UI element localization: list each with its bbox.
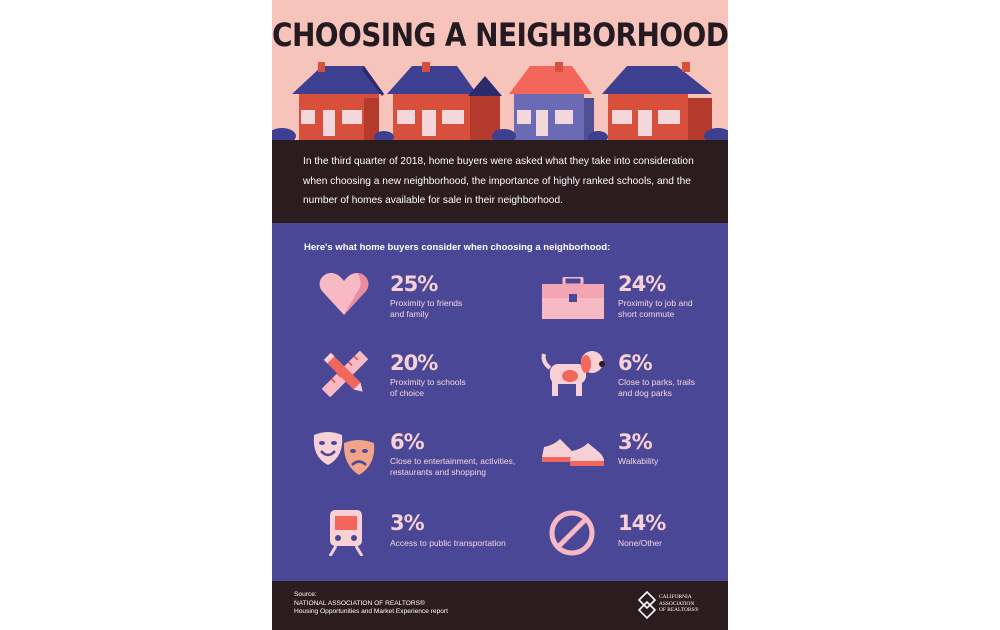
- prohibited-icon: [549, 510, 595, 556]
- footer: Source: NATIONAL ASSOCIATION OF REALTORS…: [272, 581, 728, 630]
- logo-line-2: ASSOCIATION: [659, 600, 695, 607]
- logo-line-3: OF REALTORS®: [659, 607, 699, 614]
- shrubs: [272, 128, 728, 140]
- stats-heading: Here's what home buyers consider when ch…: [304, 242, 611, 253]
- house-4: [602, 62, 712, 140]
- stat-percent: 24%: [618, 272, 666, 296]
- house-1: [292, 62, 384, 140]
- stat-label-line-1: Access to public transportation: [390, 538, 506, 548]
- stat-percent: 14%: [618, 511, 666, 535]
- stat-percent: 25%: [390, 272, 438, 296]
- heart-icon: [319, 273, 369, 315]
- stat-percent: 6%: [390, 430, 425, 454]
- stat-label-line-1: Proximity to friends: [390, 298, 463, 308]
- stat-label-line-1: Proximity to schools: [390, 377, 466, 387]
- page-title: CHOOSING A NEIGHBORHOOD: [272, 16, 728, 54]
- house-2: [387, 62, 502, 140]
- intro-band: In the third quarter of 2018, home buyer…: [272, 140, 728, 223]
- stat-label-line-2: and family: [390, 309, 429, 319]
- stat-label-line-2: and dog parks: [618, 388, 672, 398]
- source-block: Source: NATIONAL ASSOCIATION OF REALTORS…: [294, 591, 448, 617]
- stat-label-line-1: Close to entertainment, activities,: [390, 456, 516, 466]
- stat-label-line-2: restaurants and shopping: [390, 467, 486, 477]
- stats-panel: Here's what home buyers consider when ch…: [272, 223, 728, 581]
- stat-label-line-1: Walkability: [618, 456, 659, 466]
- train-icon: [328, 510, 364, 556]
- source-report: Housing Opportunities and Market Experie…: [294, 608, 448, 616]
- sneakers-icon: [542, 439, 604, 466]
- stat-percent: 3%: [618, 430, 653, 454]
- california-realtors-logo-icon: [637, 590, 657, 620]
- pencil-ruler-icon: [322, 351, 368, 397]
- stat-percent: 20%: [390, 351, 438, 375]
- hero-banner: CHOOSING A NEIGHBORHOOD: [272, 0, 728, 140]
- stat-label-line-2: of choice: [390, 388, 425, 398]
- logo-text: CALIFORNIA ASSOCIATION OF REALTORS®: [659, 594, 699, 614]
- stat-percent: 3%: [390, 511, 425, 535]
- source-org: NATIONAL ASSOCIATION OF REALTORS®: [294, 599, 425, 607]
- stat-label-line-1: Close to parks, trails: [618, 377, 695, 387]
- house-3: [509, 62, 594, 140]
- stat-label-line-2: short commute: [618, 309, 675, 319]
- source-label: Source:: [294, 591, 317, 598]
- houses-illustration: [272, 62, 728, 140]
- theater-masks-icon: [313, 432, 375, 475]
- logo-line-1: CALIFORNIA: [659, 594, 692, 600]
- stat-label-line-1: Proximity to job and: [618, 298, 693, 308]
- dog-icon: [541, 351, 605, 396]
- infographic: CHOOSING A NEIGHBORHOOD: [272, 0, 728, 630]
- stat-label-line-1: None/Other: [618, 538, 662, 548]
- intro-text: In the third quarter of 2018, home buyer…: [303, 156, 694, 206]
- stat-percent: 6%: [618, 351, 653, 375]
- briefcase-icon: [542, 277, 604, 319]
